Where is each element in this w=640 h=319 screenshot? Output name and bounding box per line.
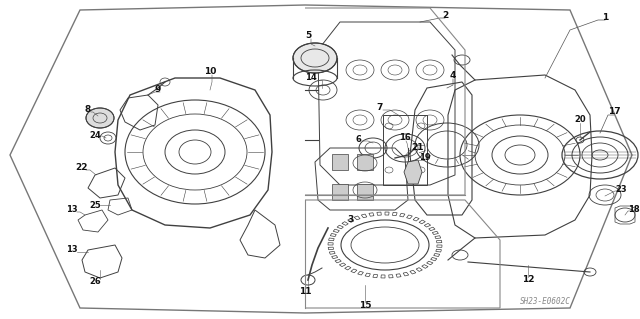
- Text: 26: 26: [89, 278, 101, 286]
- Text: 17: 17: [608, 108, 620, 116]
- Text: 20: 20: [574, 115, 586, 124]
- Ellipse shape: [86, 108, 114, 128]
- Text: SH23-E0602C: SH23-E0602C: [520, 298, 570, 307]
- Text: 23: 23: [615, 186, 627, 195]
- Text: 18: 18: [628, 205, 640, 214]
- Text: 7: 7: [377, 103, 383, 113]
- Text: 15: 15: [359, 300, 371, 309]
- Text: 4: 4: [450, 71, 456, 80]
- Text: 12: 12: [522, 276, 534, 285]
- Text: 3: 3: [347, 216, 353, 225]
- Ellipse shape: [293, 43, 337, 73]
- Text: 10: 10: [204, 68, 216, 77]
- Text: 16: 16: [399, 133, 411, 143]
- Text: 11: 11: [299, 287, 311, 296]
- Text: 25: 25: [89, 201, 101, 210]
- Text: 9: 9: [155, 85, 161, 94]
- Text: 24: 24: [89, 130, 101, 139]
- Text: 22: 22: [76, 164, 88, 173]
- Text: 13: 13: [66, 246, 78, 255]
- Polygon shape: [357, 154, 373, 170]
- Text: 14: 14: [305, 73, 317, 83]
- Text: 2: 2: [442, 11, 448, 19]
- Text: 8: 8: [85, 106, 91, 115]
- Text: 13: 13: [66, 205, 78, 214]
- Text: 6: 6: [355, 136, 361, 145]
- Text: 5: 5: [305, 32, 311, 41]
- Polygon shape: [357, 184, 373, 200]
- Text: 19: 19: [419, 153, 431, 162]
- Polygon shape: [404, 160, 422, 184]
- Polygon shape: [332, 154, 348, 170]
- Text: 1: 1: [602, 13, 608, 23]
- Polygon shape: [332, 184, 348, 200]
- Text: 21: 21: [412, 144, 424, 152]
